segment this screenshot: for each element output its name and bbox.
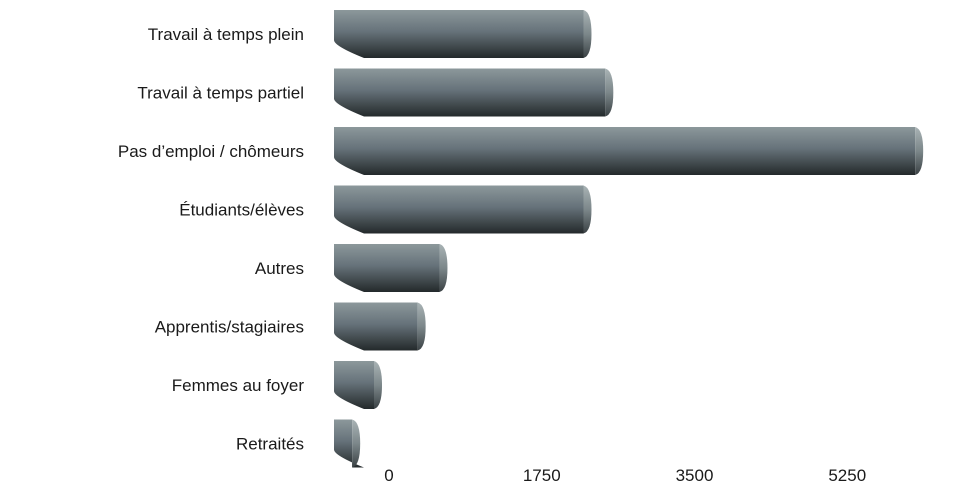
x-tick-label: 3500 — [676, 466, 714, 485]
bar — [334, 185, 592, 234]
x-axis-tick-labels: 01750350052507000 — [384, 466, 866, 485]
category-label: Étudiants/élèves — [179, 201, 304, 220]
bar — [334, 361, 383, 409]
bar — [334, 68, 614, 117]
category-label: Femmes au foyer — [172, 376, 305, 395]
category-label: Travail à temps plein — [148, 25, 304, 44]
category-label: Autres — [255, 259, 304, 278]
bar-end-cap — [605, 68, 614, 117]
bar-end-cap — [417, 302, 426, 351]
bar-end-cap — [583, 10, 592, 58]
bar-body — [334, 419, 364, 468]
bar — [334, 419, 364, 468]
bar-body — [334, 127, 916, 175]
category-label: Travail à temps partiel — [137, 84, 304, 103]
bars — [334, 10, 924, 468]
bar — [334, 127, 924, 175]
bar-body — [334, 10, 584, 58]
bar — [334, 302, 426, 351]
category-labels: Travail à temps plein Travail à temps par… — [118, 25, 304, 454]
bar-body — [334, 68, 606, 117]
bar-body — [334, 185, 584, 234]
category-label: Apprentis/stagiaires — [155, 318, 304, 337]
bar-body — [334, 244, 440, 292]
x-tick-label: 0 — [384, 466, 393, 485]
bar — [334, 10, 592, 58]
x-tick-label: 5250 — [828, 466, 866, 485]
bar-end-cap — [439, 244, 448, 292]
bar — [334, 244, 448, 292]
bar-body — [334, 302, 418, 351]
bar-end-cap — [915, 127, 924, 175]
bar-end-cap — [583, 185, 592, 234]
category-label: Pas d’emploi / chômeurs — [118, 142, 304, 161]
category-label: Retraités — [236, 435, 304, 454]
bar-body — [334, 361, 375, 409]
bar-end-cap — [352, 419, 361, 468]
bar-end-cap — [374, 361, 383, 409]
x-tick-label: 1750 — [523, 466, 561, 485]
